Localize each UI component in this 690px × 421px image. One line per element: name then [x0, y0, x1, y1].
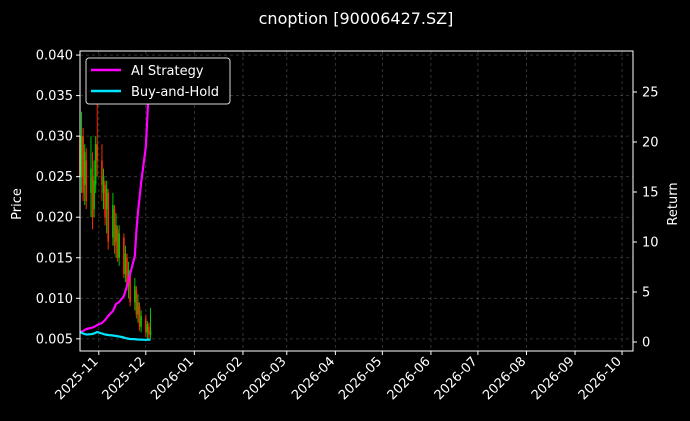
x-tick-label: 2025-12: [100, 354, 149, 403]
legend-label-ai-strategy: AI Strategy: [131, 64, 204, 79]
candle-body: [91, 176, 94, 218]
y-right-tick-label: 25: [642, 86, 659, 101]
y-left-tick-label: 0.025: [36, 170, 73, 185]
y-right-tick-label: 5: [642, 286, 650, 301]
candle-body: [102, 176, 105, 193]
y-left-tick-label: 0.015: [36, 251, 73, 266]
candle-body: [126, 257, 128, 287]
series-line-buy-and-hold: [79, 330, 151, 341]
candle-body: [93, 180, 95, 210]
x-tick-label: 2026-05: [336, 354, 385, 403]
y-left-tick-label: 0.040: [36, 49, 73, 64]
candle-body: [107, 192, 109, 242]
y-left-tick-label: 0.035: [36, 89, 73, 104]
y-right-tick-label: 20: [642, 136, 659, 151]
x-tick-label: 2026-03: [241, 354, 290, 403]
series-layer: [79, 69, 152, 341]
x-tick-label: 2026-04: [289, 354, 338, 403]
candle-body: [146, 324, 149, 333]
y-right-tick-label: 10: [642, 236, 659, 251]
candle-body: [149, 330, 152, 335]
candle-body: [124, 253, 127, 274]
series-line-ai-strategy: [79, 69, 152, 334]
candle-body: [104, 184, 106, 218]
candle-body: [83, 152, 86, 185]
x-tick-label: 2025-11: [53, 354, 102, 403]
y-right-tick-label: 15: [642, 186, 659, 201]
y-right-tick-label: 0: [642, 336, 650, 351]
candle-body: [116, 229, 119, 258]
candle-body: [140, 316, 142, 327]
candle-body: [144, 318, 147, 333]
x-tick-label: 2026-08: [480, 354, 529, 403]
x-tick-label: 2026-06: [385, 354, 434, 403]
plot-frame: [79, 50, 634, 352]
x-tick-label: 2026-07: [432, 354, 481, 403]
candle-body: [135, 290, 138, 315]
legend-label-buy-and-hold: Buy-and-Hold: [131, 85, 219, 100]
candle-body: [115, 225, 117, 242]
x-tick-label: 2026-02: [197, 354, 246, 403]
y-left-tick-label: 0.005: [36, 332, 73, 347]
x-tick-label: 2026-10: [576, 354, 625, 403]
candle-body: [105, 188, 108, 210]
candle-body: [129, 273, 131, 303]
x-tick-label: 2026-01: [148, 354, 197, 403]
candle-body: [118, 233, 120, 258]
y-left-tick-label: 0.010: [36, 292, 73, 307]
legend-box: [85, 57, 231, 105]
y-axis-label-right: Return: [666, 182, 681, 225]
candle-body: [85, 160, 88, 201]
candle-body: [134, 286, 136, 303]
legend: AI Strategy Buy-and-Hold: [85, 57, 231, 105]
candle-body: [94, 144, 97, 185]
chart-title: cnoption [90006427.SZ]: [259, 9, 454, 28]
candle-body: [123, 237, 125, 274]
candle-body: [96, 144, 99, 161]
candle-body: [137, 302, 139, 315]
x-tick-label: 2026-09: [529, 354, 578, 403]
candle-body: [90, 168, 92, 193]
y-left-tick-label: 0.020: [36, 211, 73, 226]
candle-body: [113, 209, 116, 246]
y-left-tick-label: 0.030: [36, 130, 73, 145]
candle-body: [101, 160, 103, 185]
candle-body: [138, 306, 141, 327]
candle-body: [80, 136, 83, 177]
candle-body: [148, 326, 150, 335]
candle-body: [112, 205, 114, 238]
y-axis-label-left: Price: [10, 188, 25, 220]
candle-body: [82, 136, 84, 193]
